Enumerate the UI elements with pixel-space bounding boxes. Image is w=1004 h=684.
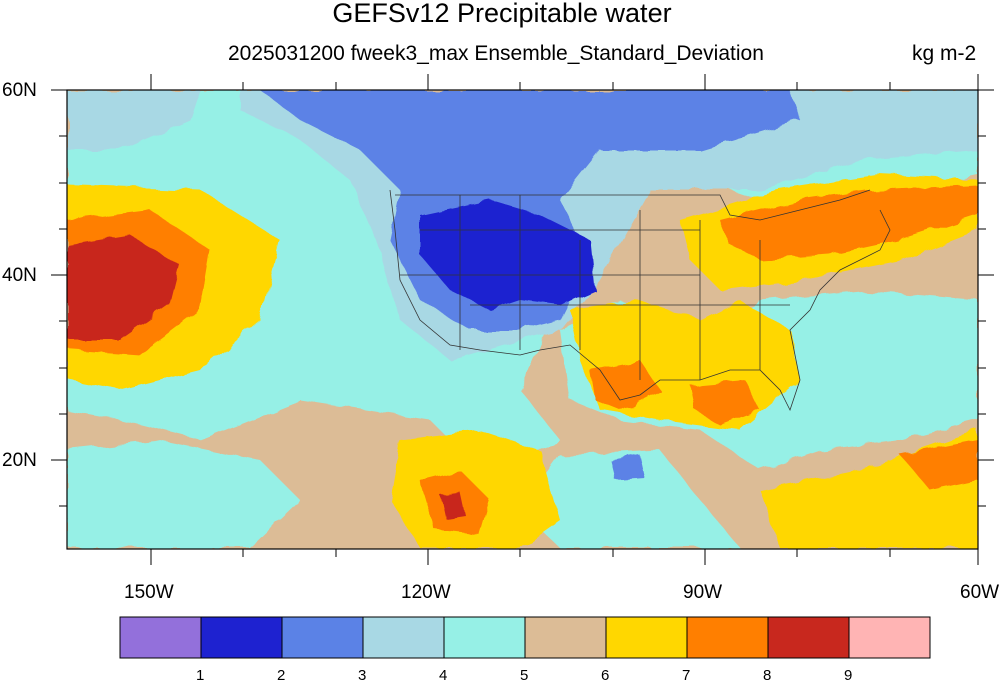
colorbar-tick-label: 2 (277, 667, 286, 684)
colorbar-swatch (443, 616, 526, 659)
colorbar-tick-label: 1 (196, 667, 205, 684)
colorbar-tick-label: 9 (844, 667, 853, 684)
map-border (66, 89, 979, 550)
chart-title: GEFSv12 Precipitable water (332, 0, 672, 28)
colorbar-swatch (362, 616, 445, 659)
colorbar-swatch (524, 616, 607, 659)
units-label: kg m-2 (912, 42, 977, 65)
colorbar-tick-label: 5 (520, 667, 529, 684)
colorbar-tick-label: 8 (763, 667, 772, 684)
chart-subtitle: 2025031200 fweek3_max Ensemble_Standard_… (228, 42, 764, 65)
colorbar-swatch (281, 616, 364, 659)
colorbar-swatch (848, 616, 931, 659)
colorbar-swatch (686, 616, 769, 659)
colorbar (119, 616, 931, 659)
lat-ticks (51, 89, 994, 507)
colorbar-tick-label: 7 (682, 667, 691, 684)
colorbar-tick-label: 4 (439, 667, 448, 684)
lon-ticks (150, 74, 979, 565)
colorbar-swatch (767, 616, 850, 659)
colorbar-swatch (119, 616, 202, 659)
lon-label-60w: 60W (960, 582, 1000, 603)
colorbar-swatch (605, 616, 688, 659)
lon-label-90w: 90W (683, 582, 723, 603)
colorbar-tick-label: 6 (601, 667, 610, 684)
colorbar-swatch (200, 616, 283, 659)
colorbar-tick-label: 3 (358, 667, 367, 684)
lat-label-20n: 20N (2, 450, 37, 471)
lat-label-60n: 60N (2, 80, 37, 101)
map-field (67, 90, 978, 549)
lat-label-40n: 40N (2, 265, 37, 286)
coastline-outline (389, 189, 891, 412)
lon-label-120w: 120W (401, 582, 451, 603)
lon-label-150w: 150W (124, 582, 174, 603)
